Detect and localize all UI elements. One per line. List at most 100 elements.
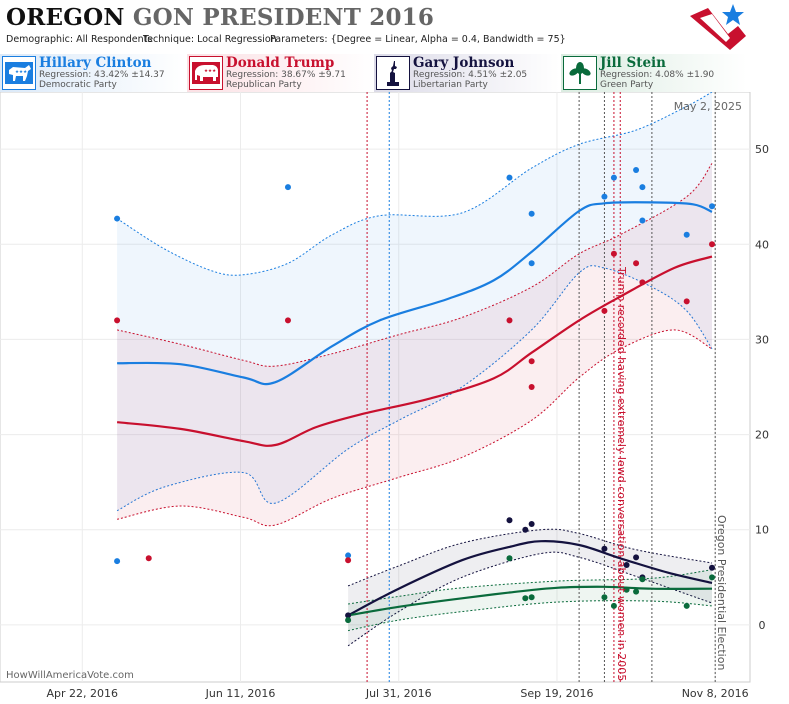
- candidate-name: Gary Johnson: [413, 55, 515, 71]
- grid: [0, 92, 750, 682]
- candidate-name: Hillary Clinton: [39, 55, 152, 71]
- lower-bound-gary-johnson: [347, 551, 713, 647]
- candidate-regression: Regression: 4.08% ±1.90: [600, 70, 715, 80]
- upper-bound-jill-stein: [348, 569, 713, 605]
- poll-point-donald-trump: [610, 250, 617, 257]
- upper-bound-hillary-clinton: [116, 92, 713, 276]
- poll-point-jill-stein: [601, 594, 608, 601]
- poll-point-hillary-clinton: [709, 203, 716, 210]
- poll-point-hillary-clinton: [114, 215, 121, 222]
- green-plant-icon: [563, 56, 597, 90]
- x-tick-label: Jun 11, 2016: [205, 687, 276, 700]
- poll-point-donald-trump: [528, 358, 535, 365]
- upper-bound-donald-trump: [116, 163, 713, 367]
- poll-point-hillary-clinton: [528, 260, 535, 267]
- poll-point-hillary-clinton: [683, 231, 690, 238]
- demographic-info: Demographic: All Respondents: [6, 34, 152, 45]
- annotations: Trump recorded having extremely lewd con…: [615, 266, 728, 681]
- poll-points: [114, 167, 716, 624]
- poll-point-jill-stein: [623, 586, 630, 593]
- lower-bound-donald-trump: [116, 329, 713, 527]
- date-stamp: May 2, 2025: [674, 100, 742, 113]
- poll-point-donald-trump: [601, 307, 608, 314]
- poll-point-donald-trump: [114, 317, 121, 324]
- confidence-band-jill-stein: [348, 569, 712, 631]
- candidate-regression: Regression: 43.42% ±14.37: [39, 70, 165, 80]
- x-tick-label: Apr 22, 2016: [47, 687, 119, 700]
- confidence-band-hillary-clinton: [117, 92, 713, 511]
- y-tick-label: 30: [755, 333, 769, 346]
- confidence-band-donald-trump: [117, 163, 713, 526]
- poll-point-donald-trump: [528, 384, 535, 390]
- poll-point-hillary-clinton: [284, 184, 291, 191]
- poll-point-jill-stein: [610, 602, 617, 609]
- title-race: GON PRESIDENT 2016: [132, 4, 435, 31]
- x-axis-ticks: Apr 22, 2016 Jun 11, 2016 Jul 31, 2016 Sep …: [47, 687, 749, 700]
- poll-point-gary-johnson: [528, 521, 535, 528]
- candidate-card-clinton[interactable]: ★★★ Hillary Clinton Regression: 43.42% ±…: [0, 54, 186, 92]
- demographic-label: Demographic:: [6, 34, 74, 45]
- candidate-name: Jill Stein: [600, 55, 666, 71]
- y-axis-ticks: 0 10 20 30 40 50: [755, 143, 769, 632]
- svg-text:★★★: ★★★: [204, 68, 216, 74]
- svg-text:★★★: ★★★: [15, 69, 27, 75]
- candidate-regression: Regression: 4.51% ±2.05: [413, 70, 528, 80]
- elephant-icon: ★★★: [189, 56, 223, 90]
- poll-point-jill-stein: [633, 588, 640, 595]
- poll-point-hillary-clinton: [601, 193, 608, 200]
- demographic-value: All Respondents: [76, 34, 153, 45]
- poll-point-hillary-clinton: [639, 217, 646, 224]
- y-tick-label: 20: [755, 429, 769, 442]
- poll-point-donald-trump: [284, 317, 291, 324]
- poll-point-jill-stein: [709, 574, 716, 581]
- parameters-label: Parameters:: [270, 34, 328, 45]
- poll-point-donald-trump: [633, 260, 640, 267]
- candidate-party: Libertarian Party: [413, 80, 488, 90]
- trend-lines: [116, 201, 713, 617]
- technique-info: Technique: Local Regression: [143, 34, 277, 45]
- parameters-info: Parameters: {Degree = Linear, Alpha = 0.…: [270, 34, 566, 45]
- trend-line-hillary-clinton: [117, 201, 713, 386]
- site-watermark: HowWillAmericaVote.com: [6, 670, 134, 681]
- poll-point-hillary-clinton: [639, 184, 646, 191]
- poll-point-gary-johnson: [506, 517, 513, 524]
- poll-point-gary-johnson: [623, 561, 630, 568]
- x-tick-label: Nov 8, 2016: [682, 687, 749, 700]
- poll-point-donald-trump: [709, 241, 716, 248]
- page-title: OREGON GON PRESIDENT 2016: [6, 4, 434, 31]
- poll-point-hillary-clinton: [528, 210, 535, 217]
- upper-bound-gary-johnson: [347, 528, 713, 587]
- poll-point-hillary-clinton: [506, 174, 513, 181]
- statue-of-liberty-icon: [376, 56, 410, 90]
- donkey-icon: ★★★: [2, 56, 36, 90]
- poll-point-hillary-clinton: [633, 167, 640, 174]
- poll-point-gary-johnson: [709, 564, 716, 571]
- candidate-card-trump[interactable]: ★★★ Donald Trump Regression: 38.67% ±9.7…: [187, 54, 373, 92]
- y-tick-label: 0: [759, 619, 766, 632]
- parameters-value: {Degree = Linear, Alpha = 0.4, Bandwidth…: [330, 34, 566, 45]
- poll-point-donald-trump: [145, 555, 152, 562]
- lower-bound-hillary-clinton: [116, 265, 713, 512]
- election-day-annotation: Oregon Presidential Election: [715, 515, 728, 670]
- y-tick-label: 40: [755, 238, 769, 251]
- plot-frame: [0, 92, 751, 683]
- poll-point-jill-stein: [639, 576, 646, 583]
- poll-point-gary-johnson: [633, 554, 640, 561]
- poll-point-gary-johnson: [345, 612, 352, 619]
- technique-value: Local Regression: [197, 34, 277, 45]
- candidate-party: Democratic Party: [39, 80, 117, 90]
- poll-point-donald-trump: [345, 557, 352, 564]
- poll-point-hillary-clinton: [610, 174, 617, 181]
- poll-point-hillary-clinton: [114, 558, 121, 565]
- header: OREGON GON PRESIDENT 2016 Demographic: A…: [0, 0, 789, 92]
- candidate-card-johnson[interactable]: Gary Johnson Regression: 4.51% ±2.05 Lib…: [374, 54, 560, 92]
- technique-label: Technique:: [143, 34, 195, 45]
- candidate-card-stein[interactable]: Jill Stein Regression: 4.08% ±1.90 Green…: [561, 54, 747, 92]
- candidate-regression: Regression: 38.67% ±9.71: [226, 70, 346, 80]
- poll-point-jill-stein: [345, 617, 352, 624]
- candidate-party: Republican Party: [226, 80, 302, 90]
- poll-point-donald-trump: [639, 279, 646, 286]
- poll-point-hillary-clinton: [345, 552, 352, 559]
- candidate-party: Green Party: [600, 80, 654, 90]
- lewd-conversation-annotation: Trump recorded having extremely lewd con…: [615, 266, 628, 681]
